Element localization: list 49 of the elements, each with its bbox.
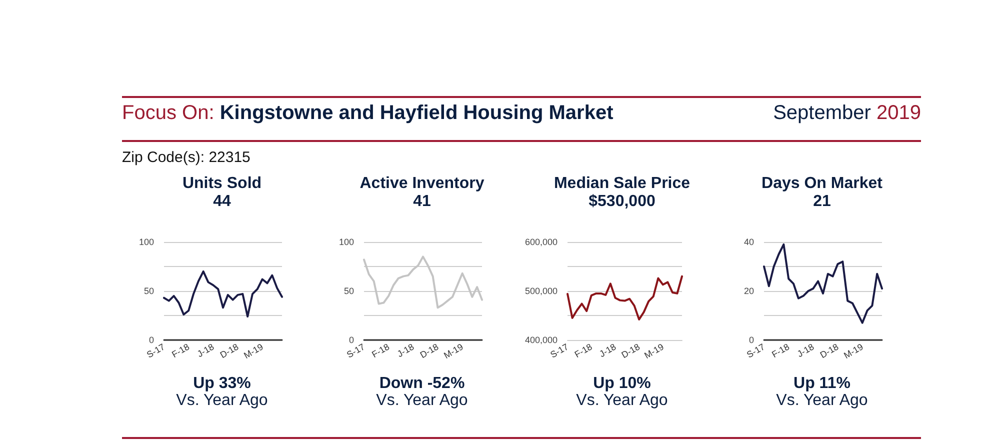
y-tick-label: 20 xyxy=(744,286,754,296)
x-tick-label: D-18 xyxy=(418,342,440,360)
text: Vs. Year Ago xyxy=(575,392,669,411)
chart-subtitle: $530,000 xyxy=(588,193,656,211)
chart-title: Days On Market xyxy=(760,175,884,193)
x-tick-label: F-18 xyxy=(370,342,392,360)
x-tick-label: J-18 xyxy=(796,342,816,360)
x-tick-label: D-18 xyxy=(218,342,240,360)
chart-subtitle: 44 xyxy=(212,193,232,211)
x-tick-label: M-19 xyxy=(242,342,265,361)
y-tick-label: 100 xyxy=(338,237,354,247)
line-series xyxy=(363,256,483,309)
x-tick-label: J-18 xyxy=(196,342,216,360)
text: Kingstowne and Hayfield Housing Market xyxy=(220,102,614,124)
x-tick-label: D-18 xyxy=(620,342,642,360)
line-series xyxy=(163,270,283,318)
text: Vs. Year Ago xyxy=(175,392,269,411)
line-series xyxy=(566,275,683,320)
line-series xyxy=(763,243,883,324)
x-tick-label: M-19 xyxy=(842,342,865,361)
text: Zip Code(s): 22315 xyxy=(122,149,250,166)
chart-title: Units Sold xyxy=(181,175,263,193)
text: Vs. Year Ago xyxy=(375,391,469,411)
x-tick-label: M-19 xyxy=(442,342,465,361)
text: 2019 xyxy=(876,102,921,124)
y-tick-label: 100 xyxy=(138,237,154,247)
x-tick-label: J-18 xyxy=(396,342,416,360)
y-tick-label: 50 xyxy=(344,286,354,296)
chart-title: Active Inventory xyxy=(358,175,486,193)
x-tick-label: J-18 xyxy=(598,342,618,360)
text: Down -52% xyxy=(378,374,466,394)
chart-title: Median Sale Price xyxy=(552,175,692,193)
y-tick-label: 40 xyxy=(744,237,754,247)
x-tick-label: F-18 xyxy=(170,342,192,360)
text: Vs. Year Ago xyxy=(775,392,869,411)
y-tick-label: 50 xyxy=(144,286,154,296)
text: Focus On: xyxy=(122,102,214,124)
chart-subtitle: 41 xyxy=(412,193,432,211)
x-tick-label: F-18 xyxy=(770,342,792,360)
text: September xyxy=(773,102,871,124)
text: Up 33% xyxy=(192,374,252,394)
y-tick-label: 500,000 xyxy=(524,286,558,296)
x-tick-label: M-19 xyxy=(642,342,666,361)
chart-subtitle: 21 xyxy=(812,193,832,211)
text: Up 10% xyxy=(592,374,652,394)
x-tick-label: F-18 xyxy=(572,342,594,360)
y-tick-label: 600,000 xyxy=(524,237,558,247)
text: Up 11% xyxy=(792,374,852,394)
x-tick-label: D-18 xyxy=(818,342,840,360)
